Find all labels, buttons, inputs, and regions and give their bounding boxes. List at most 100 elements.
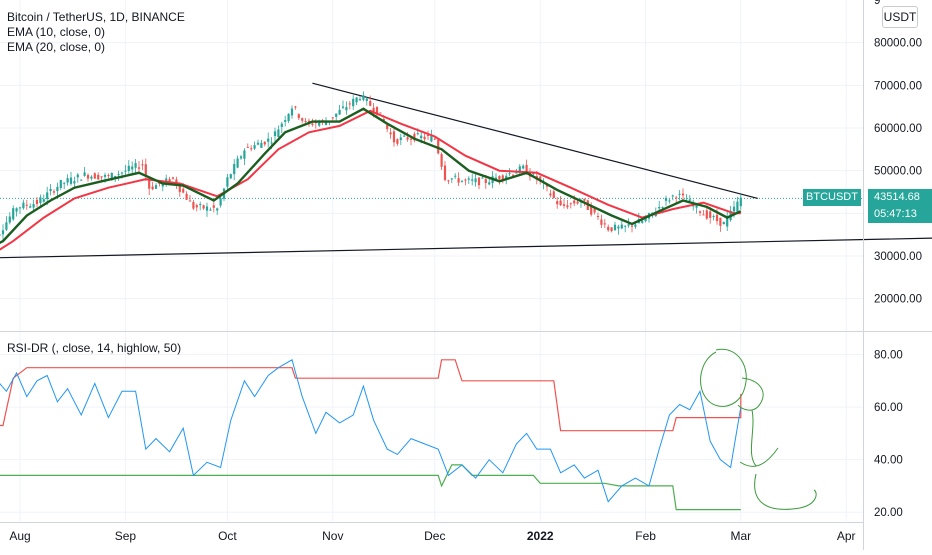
candle-body bbox=[661, 207, 664, 209]
candle-body bbox=[732, 206, 736, 212]
candle-body bbox=[460, 180, 464, 182]
candle-body bbox=[695, 204, 698, 208]
candle-body bbox=[5, 222, 8, 230]
legend-symbol[interactable]: Bitcoin / TetherUS, 1D, BINANCE bbox=[7, 10, 185, 24]
candle-body bbox=[154, 185, 158, 189]
candle-body bbox=[423, 136, 426, 140]
candle-body bbox=[515, 172, 518, 174]
candle-body bbox=[103, 174, 107, 177]
candle-body bbox=[457, 178, 460, 183]
candle-body bbox=[253, 145, 256, 149]
currency-button[interactable]: USDT bbox=[882, 6, 918, 28]
main-legend: Bitcoin / TetherUS, 1D, BINANCE EMA (10,… bbox=[7, 10, 185, 55]
candle-body bbox=[331, 117, 334, 119]
candle-body bbox=[209, 209, 212, 211]
candle-body bbox=[273, 131, 277, 136]
candle-body bbox=[443, 165, 447, 181]
candle-body bbox=[522, 165, 525, 169]
rsi-lower-band bbox=[0, 464, 741, 511]
candle-body bbox=[511, 174, 515, 176]
candle-body bbox=[229, 174, 232, 179]
candle-body bbox=[396, 139, 399, 144]
candle-body bbox=[484, 179, 487, 184]
candle-body bbox=[454, 175, 457, 177]
candle-body bbox=[494, 177, 498, 180]
annotation-circle bbox=[700, 348, 747, 407]
time-tick-label: Feb bbox=[635, 529, 656, 543]
time-tick-label: Oct bbox=[218, 529, 237, 543]
time-tick-label: Sep bbox=[115, 529, 137, 543]
annotation-stroke bbox=[750, 409, 757, 467]
candle-body bbox=[678, 193, 681, 195]
price-tick-label: 80000.00 bbox=[874, 38, 922, 50]
candle-body bbox=[627, 224, 630, 226]
legend-ema10[interactable]: EMA (10, close, 0) bbox=[7, 25, 106, 39]
candle-body bbox=[90, 176, 93, 179]
candle-body bbox=[182, 188, 185, 193]
candle-body bbox=[297, 114, 300, 118]
candle-body bbox=[76, 174, 79, 178]
rsi-tick-label: 80.00 bbox=[874, 350, 903, 362]
candle-body bbox=[171, 177, 175, 179]
candle-body bbox=[365, 98, 368, 101]
price-tick-label: 70000.00 bbox=[874, 80, 922, 92]
annotation-check bbox=[739, 447, 779, 467]
candle-body bbox=[270, 142, 273, 144]
candle-body bbox=[573, 200, 576, 204]
trendline bbox=[312, 82, 758, 199]
candle-body bbox=[131, 166, 134, 170]
candle-body bbox=[110, 172, 113, 181]
candle-body bbox=[505, 175, 508, 179]
candle-body bbox=[644, 218, 647, 222]
candle-body bbox=[277, 129, 280, 138]
price-series bbox=[0, 91, 742, 241]
candle-body bbox=[559, 200, 562, 206]
price-tick-label: 20000.00 bbox=[874, 294, 922, 306]
candle-body bbox=[212, 205, 215, 208]
symbol-price-label: BTCUSDT bbox=[803, 189, 861, 207]
candle-body bbox=[80, 179, 83, 181]
candle-body bbox=[348, 103, 351, 105]
candle-body bbox=[440, 154, 443, 167]
candle-body bbox=[256, 142, 260, 145]
candle-body bbox=[481, 177, 484, 179]
candle-body bbox=[498, 176, 501, 180]
candle-body bbox=[539, 176, 542, 180]
candle-body bbox=[399, 137, 402, 141]
candle-body bbox=[590, 205, 593, 215]
candle-body bbox=[73, 181, 76, 184]
candle-body bbox=[280, 123, 283, 127]
candle-body bbox=[304, 120, 307, 122]
candle-body bbox=[501, 175, 504, 180]
trendlines bbox=[0, 82, 932, 259]
candle-body bbox=[151, 186, 154, 190]
candle-body bbox=[358, 99, 362, 101]
candle-body bbox=[702, 214, 705, 216]
candle-body bbox=[202, 205, 205, 209]
candle-body bbox=[195, 205, 198, 208]
candle-body bbox=[18, 207, 22, 209]
candle-body bbox=[301, 118, 304, 121]
candle-body bbox=[226, 177, 229, 187]
candle-body bbox=[620, 224, 623, 229]
rsi-legend[interactable]: RSI-DR (, close, 14, highlow, 50) bbox=[7, 341, 182, 355]
candle-body bbox=[120, 172, 124, 174]
last-price-label: 43514.68 bbox=[868, 189, 932, 207]
candle-body bbox=[338, 109, 341, 115]
candle-body bbox=[352, 98, 355, 107]
candle-body bbox=[35, 199, 39, 205]
ema20-line bbox=[0, 109, 741, 251]
candle-body bbox=[287, 113, 290, 122]
candle-body bbox=[15, 208, 18, 212]
candle-body bbox=[600, 219, 603, 225]
candle-body bbox=[596, 216, 600, 218]
candle-body bbox=[243, 150, 246, 159]
candle-body bbox=[420, 135, 423, 139]
candle-body bbox=[216, 208, 219, 211]
candle-body bbox=[369, 100, 372, 106]
candle-body bbox=[447, 180, 450, 182]
legend-ema20[interactable]: EMA (20, close, 0) bbox=[7, 40, 106, 54]
candle-body bbox=[603, 223, 606, 225]
